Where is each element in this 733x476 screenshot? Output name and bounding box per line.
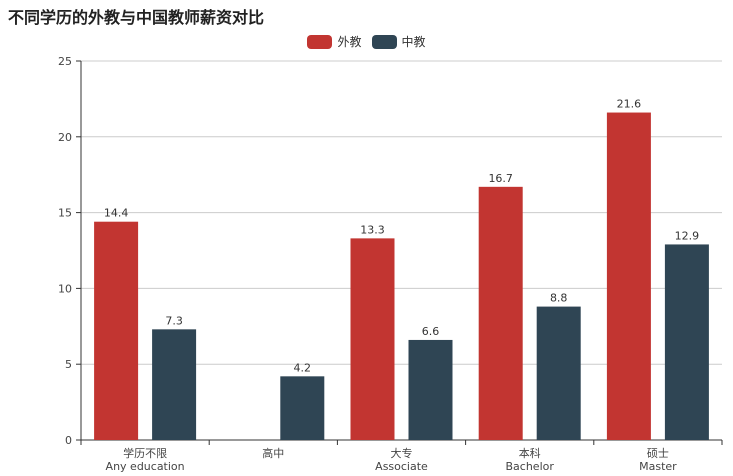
data-label-s1-c3: 8.8 [550,292,568,305]
bar-s0-c2 [350,238,395,440]
legend-item-waijiao[interactable]: 外教 [307,33,362,50]
data-label-s1-c4: 12.9 [675,229,700,242]
bar-s0-c4 [606,112,651,440]
data-label-s0-c3: 16.7 [488,172,513,185]
data-label-s0-c2: 13.3 [360,223,385,236]
y-tick-label-10: 10 [58,282,72,295]
legend-label-waijiao: 外教 [337,35,362,49]
chart-title: 不同学历的外教与中国教师薪资对比 [8,8,265,27]
y-tick-label-20: 20 [58,131,72,144]
y-tick-label-15: 15 [58,207,72,220]
x-category-label-4-0: 硕士 [647,447,669,460]
legend: 外教 中教 [0,33,733,50]
y-tick-label-0: 0 [65,434,72,447]
bar-s1-c3 [536,306,581,440]
x-category-label-4-1: Master [639,460,677,473]
data-label-s1-c0: 7.3 [165,314,183,327]
legend-swatch-waijiao [307,34,333,49]
bar-s1-c2 [408,339,453,440]
x-category-label-2-0: 大专 [391,446,413,460]
bar-s1-c4 [664,244,709,440]
x-category-label-2-1: Associate [375,460,428,473]
data-label-s0-c0: 14.4 [104,207,129,220]
x-category-label-1-0: 高中 [262,446,284,460]
x-category-label-3-0: 本科 [519,446,541,460]
y-tick-label-25: 25 [58,55,72,68]
bar-s1-c1 [280,376,325,440]
data-label-s1-c1: 4.2 [294,361,312,374]
x-category-label-3-1: Bachelor [506,460,555,473]
legend-swatch-zhongjiao [371,34,397,49]
bar-s0-c3 [478,186,523,440]
y-tick-label-5: 5 [65,358,72,371]
bar-s0-c0 [94,221,139,440]
legend-item-zhongjiao[interactable]: 中教 [371,33,426,50]
x-category-label-0-0: 学历不限 [123,446,167,460]
data-label-s1-c2: 6.6 [422,325,440,338]
legend-label-zhongjiao: 中教 [401,35,426,49]
bar-s1-c0 [152,329,197,440]
data-label-s0-c4: 21.6 [617,98,642,111]
x-category-label-0-1: Any education [106,460,185,473]
